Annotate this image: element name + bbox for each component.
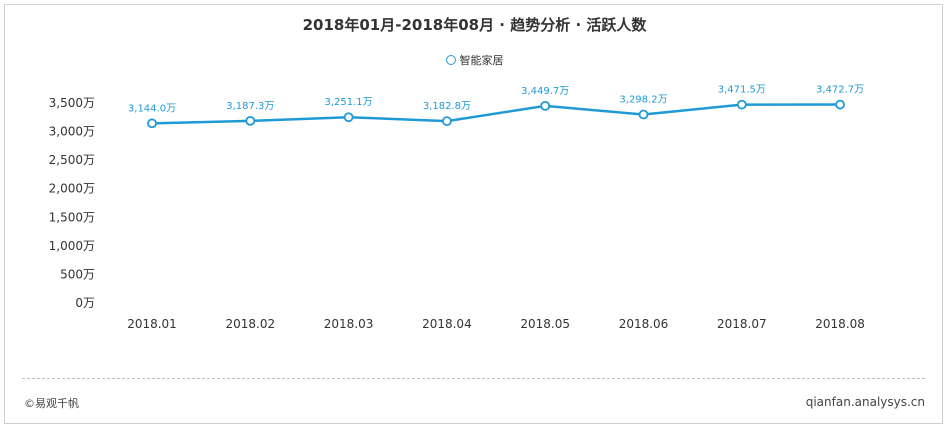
y-tick-label: 2,000万 [49, 182, 95, 196]
data-point [343, 112, 354, 123]
data-label: 3,144.0万 [128, 103, 176, 114]
y-tick-label: 1,000万 [49, 239, 95, 253]
data-point [540, 100, 551, 111]
x-tick-label: 2018.02 [225, 317, 275, 331]
x-tick-label: 2018.06 [619, 317, 669, 331]
series-line [151, 103, 841, 125]
copyright-text: ©易观千帆 [24, 397, 79, 410]
x-tick-label: 2018.08 [815, 317, 865, 331]
data-point [736, 99, 747, 110]
data-label: 3,472.7万 [816, 85, 864, 96]
x-tick-label: 2018.07 [717, 317, 767, 331]
legend[interactable]: 智能家居 [0, 52, 949, 68]
data-point [835, 99, 845, 110]
footer-divider [22, 378, 925, 379]
data-label: 3,471.5万 [718, 85, 766, 96]
y-tick-label: 3,500万 [49, 96, 95, 110]
legend-marker-icon [445, 55, 456, 65]
x-tick-label: 2018.01 [127, 317, 177, 331]
data-label: 3,182.8万 [423, 101, 471, 112]
data-point [441, 116, 452, 127]
y-tick-label: 2,500万 [49, 153, 95, 167]
chart-title: 2018年01月-2018年08月 · 趋势分析 · 活跃人数 [302, 16, 647, 34]
data-label: 3,298.2万 [619, 95, 667, 106]
data-label: 3,251.1万 [325, 97, 373, 108]
chart-frame [4, 4, 943, 424]
y-tick-label: 500万 [60, 267, 95, 281]
x-tick-label: 2018.05 [520, 317, 570, 331]
y-tick-label: 0万 [75, 296, 95, 310]
y-tick-label: 3,000万 [49, 125, 95, 139]
data-label: 3,449.7万 [521, 86, 569, 97]
legend-label: 智能家居 [459, 54, 504, 67]
y-tick-label: 1,500万 [49, 210, 95, 224]
x-tick-label: 2018.03 [324, 317, 374, 331]
site-url: qianfan.analysys.cn [805, 395, 925, 409]
data-point [147, 118, 157, 129]
x-tick-label: 2018.04 [422, 317, 472, 331]
data-point [245, 115, 256, 126]
data-point [638, 109, 649, 120]
data-label: 3,187.3万 [226, 101, 274, 112]
